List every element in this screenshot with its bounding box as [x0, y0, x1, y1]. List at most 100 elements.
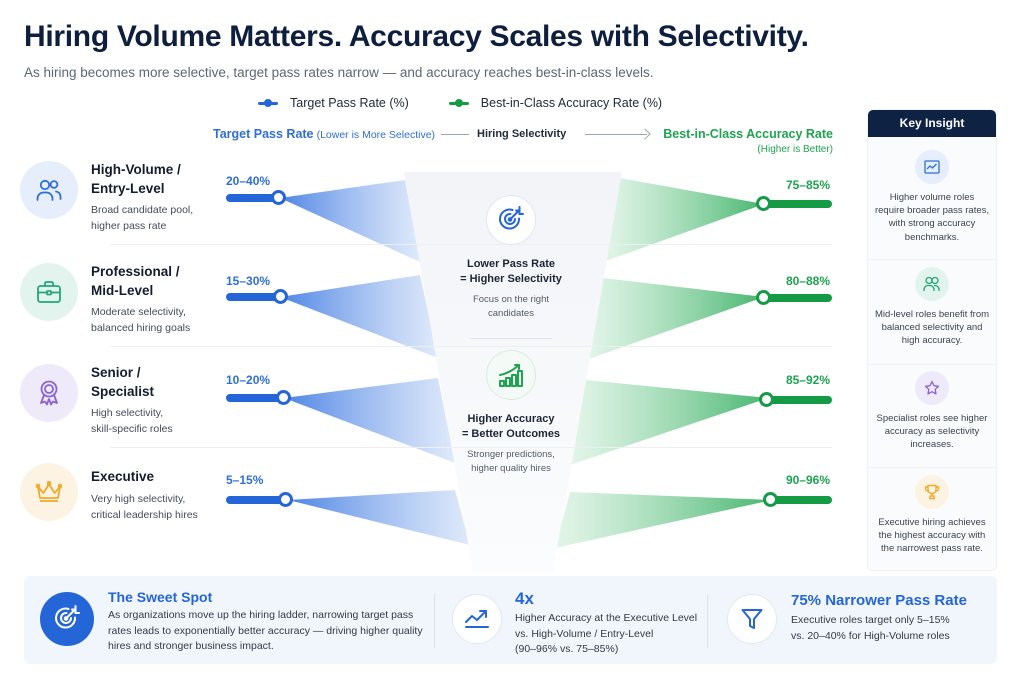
users-icon	[20, 161, 78, 219]
legend-line-marker-icon	[258, 98, 278, 108]
role-title: Professional /	[91, 264, 180, 279]
pass-rate-marker	[273, 289, 288, 304]
insight-item: Mid-level roles benefit from balanced se…	[868, 267, 996, 348]
pass-rate-stat-value: 75% Narrower Pass Rate	[791, 592, 967, 609]
axis-right-note: (Higher is Better)	[757, 144, 833, 155]
crown-icon	[20, 463, 78, 521]
row-divider	[110, 346, 832, 347]
accuracy-stat-text: 4x Higher Accuracy at the Executive Leve…	[515, 589, 697, 658]
role-description: High selectivity, skill-specific roles	[91, 406, 173, 437]
axis-left-label: Target Pass Rate (Lower is More Selectiv…	[213, 127, 435, 141]
role-title: Executive	[91, 469, 155, 484]
role-description: Broad candidate pool, higher pass rate	[91, 203, 193, 234]
insight-item: Executive hiring achieves the highest ac…	[868, 475, 996, 556]
role-description-line: critical leadership hires	[91, 508, 198, 521]
funnel-block-description-line: Stronger predictions,	[467, 449, 555, 460]
briefcase-icon	[20, 263, 78, 321]
axis-line	[441, 134, 469, 135]
sweet-spot-title: The Sweet Spot	[108, 589, 213, 605]
funnel-block-selectivity: Lower Pass Rate = Higher Selectivity Foc…	[441, 195, 581, 339]
role-text: Executive Very high selectivity, critica…	[91, 467, 198, 523]
axis-middle-label: Hiring Selectivity	[477, 128, 567, 140]
accuracy-stat-line: Higher Accuracy at the Executive Level	[515, 612, 698, 624]
insight-divider	[868, 467, 996, 468]
growth-chart-icon	[486, 350, 536, 400]
pass-rate-bar	[226, 496, 286, 504]
accuracy-bar	[762, 200, 832, 208]
insight-text: Higher volume roles require broader pass…	[874, 192, 990, 243]
accuracy-bar	[766, 396, 832, 404]
sweet-spot-line: rates leads to exponentially better accu…	[108, 624, 423, 637]
funnel-divider	[470, 338, 552, 339]
accuracy-stat-section: 4x Higher Accuracy at the Executive Leve…	[435, 576, 705, 664]
accuracy-bar	[762, 294, 832, 302]
legend-item-pass-rate: Target Pass Rate (%)	[258, 96, 409, 110]
accuracy-bar	[770, 496, 832, 504]
target-icon	[40, 592, 94, 646]
arrow-right-icon	[639, 128, 651, 140]
section-divider	[434, 594, 435, 648]
chart-legend: Target Pass Rate (%) Best-in-Class Accur…	[258, 96, 662, 110]
axis-right-title: Best-in-Class Accuracy Rate	[663, 127, 833, 141]
sweet-spot-body: As organizations move up the hiring ladd…	[108, 608, 428, 655]
funnel-block-title-line: Higher Accuracy	[467, 413, 555, 425]
role-text: Senior / Specialist High selectivity, sk…	[91, 363, 173, 437]
funnel-block-title-line: = Higher Selectivity	[460, 273, 562, 285]
insight-item: Higher volume roles require broader pass…	[868, 150, 996, 244]
insight-divider	[868, 259, 996, 260]
funnel-block-description: Stronger predictions, higher quality hir…	[441, 448, 581, 476]
role-description-line: Broad candidate pool,	[91, 204, 194, 216]
insight-text: Executive hiring achieves the highest ac…	[878, 517, 986, 555]
axis-left-note: (Lower is More Selective)	[316, 129, 436, 141]
role-title: Senior /	[91, 365, 141, 380]
role-description-line: Very high selectivity,	[91, 493, 186, 505]
insight-text: Specialist roles see higher accuracy as …	[876, 413, 988, 451]
funnel-block-description-line: Focus on the right	[472, 294, 550, 305]
funnel-block-accuracy: Higher Accuracy = Better Outcomes Strong…	[441, 350, 581, 476]
role-row-professional: Professional / Mid-Level Moderate select…	[20, 262, 832, 347]
accuracy-stat-body: Higher Accuracy at the Executive Level v…	[515, 611, 697, 658]
page-title: Hiring Volume Matters. Accuracy Scales w…	[24, 20, 809, 53]
funnel-block-title-line: Lower Pass Rate	[466, 258, 556, 270]
funnel-block-description-line: candidates	[488, 308, 534, 319]
pass-rate-stat-section: 75% Narrower Pass Rate Executive roles t…	[708, 576, 997, 664]
key-insight-panel: Key Insight Higher volume roles require …	[867, 109, 997, 571]
role-row-high-volume: High-Volume / Entry-Level Broad candidat…	[20, 160, 832, 245]
sweet-spot-text: The Sweet Spot As organizations move up …	[108, 589, 428, 655]
summary-bar: The Sweet Spot As organizations move up …	[24, 576, 997, 664]
pass-rate-stat-line: vs. 20–40% for High-Volume roles	[791, 629, 950, 642]
axis-left-title: Target Pass Rate	[213, 127, 314, 141]
sweet-spot-line: As organizations move up the hiring ladd…	[108, 609, 414, 621]
accuracy-marker	[756, 290, 771, 305]
pass-rate-marker	[271, 190, 286, 205]
role-description-line: higher pass rate	[91, 219, 167, 232]
legend-line-marker-icon	[448, 98, 469, 108]
axis-line	[585, 134, 647, 135]
role-description-line: Moderate selectivity,	[91, 306, 186, 318]
key-insight-header: Key Insight	[868, 110, 996, 137]
pass-rate-bar	[226, 293, 280, 301]
accuracy-marker	[763, 492, 778, 507]
accuracy-stat-line: vs. High-Volume / Entry-Level	[515, 627, 654, 640]
trend-up-icon	[452, 594, 502, 644]
accuracy-marker	[756, 196, 771, 211]
sweet-spot-section: The Sweet Spot As organizations move up …	[24, 576, 432, 664]
role-text: High-Volume / Entry-Level Broad candidat…	[91, 160, 193, 234]
star-icon	[915, 371, 949, 405]
role-description-line: High selectivity,	[91, 407, 164, 419]
role-description: Moderate selectivity, balanced hiring go…	[91, 305, 190, 336]
page-subtitle: As hiring becomes more selective, target…	[24, 65, 654, 80]
axis-right-label: Best-in-Class Accuracy Rate (Higher is B…	[663, 127, 833, 155]
accuracy-stat-value: 4x	[515, 589, 534, 608]
sweet-spot-line: hires and stronger business impact.	[108, 640, 274, 652]
accuracy-marker	[759, 392, 774, 407]
accuracy-value: 75–85%	[785, 178, 830, 192]
insight-divider	[868, 364, 996, 365]
role-description-line: skill-specific roles	[91, 422, 173, 435]
pass-rate-bar	[226, 194, 280, 202]
funnel-block-description-line: higher quality hires	[471, 463, 551, 474]
pass-rate-stat-text: 75% Narrower Pass Rate Executive roles t…	[791, 592, 967, 644]
pass-rate-marker	[276, 390, 291, 405]
funnel-filter-icon	[727, 594, 777, 644]
role-description-line: balanced hiring goals	[91, 321, 191, 334]
